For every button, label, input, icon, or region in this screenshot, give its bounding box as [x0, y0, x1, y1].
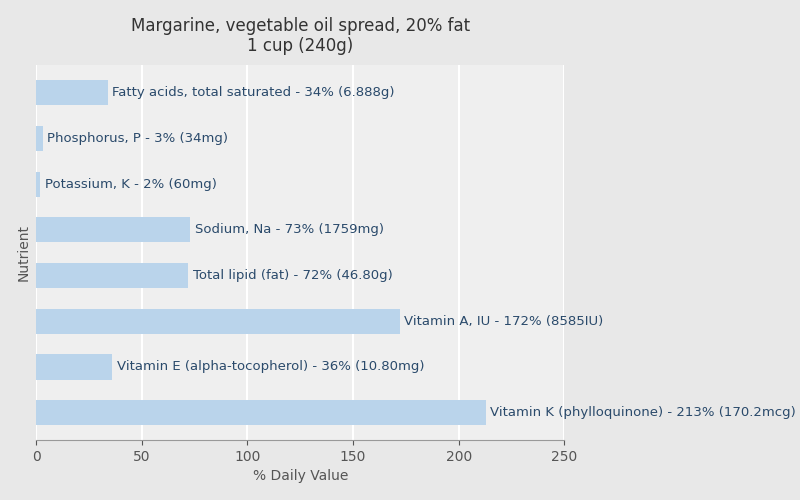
- Bar: [36, 308, 399, 334]
- Text: Sodium, Na - 73% (1759mg): Sodium, Na - 73% (1759mg): [194, 224, 384, 236]
- Y-axis label: Nutrient: Nutrient: [17, 224, 30, 281]
- Bar: [36, 354, 112, 380]
- Bar: [36, 172, 41, 196]
- Bar: [36, 263, 188, 288]
- Bar: [36, 80, 108, 106]
- Bar: [36, 126, 42, 151]
- Text: Vitamin K (phylloquinone) - 213% (170.2mcg): Vitamin K (phylloquinone) - 213% (170.2m…: [490, 406, 796, 419]
- Bar: [36, 218, 190, 242]
- X-axis label: % Daily Value: % Daily Value: [253, 470, 348, 484]
- Text: Potassium, K - 2% (60mg): Potassium, K - 2% (60mg): [45, 178, 217, 190]
- Text: Total lipid (fat) - 72% (46.80g): Total lipid (fat) - 72% (46.80g): [193, 269, 392, 282]
- Text: Vitamin A, IU - 172% (8585IU): Vitamin A, IU - 172% (8585IU): [404, 314, 603, 328]
- Title: Margarine, vegetable oil spread, 20% fat
1 cup (240g): Margarine, vegetable oil spread, 20% fat…: [130, 16, 470, 56]
- Text: Fatty acids, total saturated - 34% (6.888g): Fatty acids, total saturated - 34% (6.88…: [112, 86, 394, 100]
- Text: Phosphorus, P - 3% (34mg): Phosphorus, P - 3% (34mg): [46, 132, 228, 145]
- Bar: [36, 400, 486, 425]
- Text: Vitamin E (alpha-tocopherol) - 36% (10.80mg): Vitamin E (alpha-tocopherol) - 36% (10.8…: [117, 360, 424, 374]
